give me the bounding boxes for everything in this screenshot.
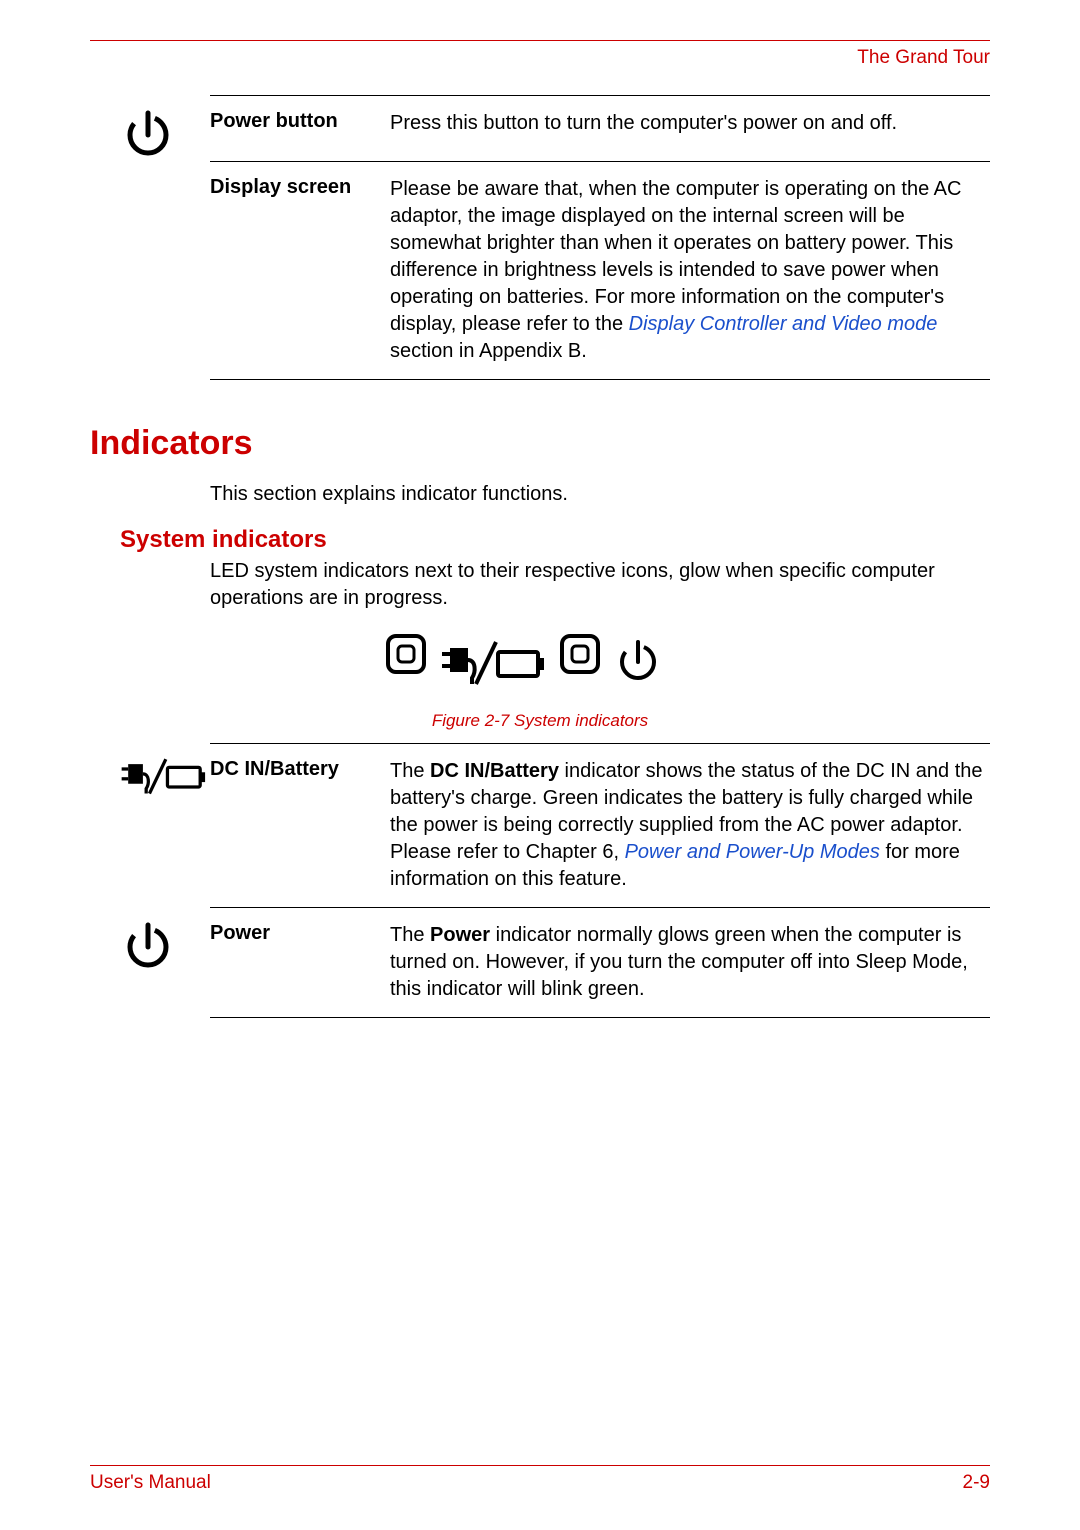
desc-power-pre: The <box>390 924 430 946</box>
heading-indicators: Indicators <box>90 424 990 463</box>
dc-battery-icon <box>120 743 210 907</box>
definition-table-2: DC IN/Battery The DC IN/Battery indicato… <box>120 743 990 1018</box>
desc-dc-pre: The <box>390 760 430 782</box>
desc-dc-battery: The DC IN/Battery indicator shows the st… <box>390 743 990 907</box>
figure-system-indicators: Figure 2-7 System indicators <box>90 630 990 731</box>
desc-power: The Power indicator normally glows green… <box>390 907 990 1018</box>
definition-table-1: Power button Press this button to turn t… <box>120 95 990 380</box>
indicators-intro: This section explains indicator function… <box>210 481 990 508</box>
power-icon <box>120 95 210 161</box>
heading-system-indicators: System indicators <box>120 526 990 554</box>
link-display-controller[interactable]: Display Controller and Video mode <box>629 313 938 335</box>
footer-rule: User's Manual 2-9 <box>90 1465 990 1494</box>
desc-power-bold: Power <box>430 924 490 946</box>
desc-dc-bold: DC IN/Battery <box>430 760 559 782</box>
figure-caption: Figure 2-7 System indicators <box>90 711 990 731</box>
desc-display-screen: Please be aware that, when the computer … <box>390 161 990 380</box>
desc-display-pre: Please be aware that, when the computer … <box>390 178 961 335</box>
term-power: Power <box>210 907 390 1018</box>
footer-right: 2-9 <box>963 1472 990 1494</box>
term-display-screen: Display screen <box>210 161 390 380</box>
desc-power-button: Press this button to turn the computer's… <box>390 95 990 161</box>
desc-display-post: section in Appendix B. <box>390 340 587 362</box>
term-dc-battery: DC IN/Battery <box>210 743 390 907</box>
link-power-modes[interactable]: Power and Power-Up Modes <box>625 841 880 863</box>
term-power-button: Power button <box>210 95 390 161</box>
system-indicators-lead: LED system indicators next to their resp… <box>210 558 990 612</box>
chapter-name: The Grand Tour <box>857 47 990 69</box>
header-rule: The Grand Tour <box>90 40 990 69</box>
empty-icon <box>120 161 210 380</box>
power-icon-2 <box>120 907 210 1018</box>
footer-left: User's Manual <box>90 1472 211 1494</box>
